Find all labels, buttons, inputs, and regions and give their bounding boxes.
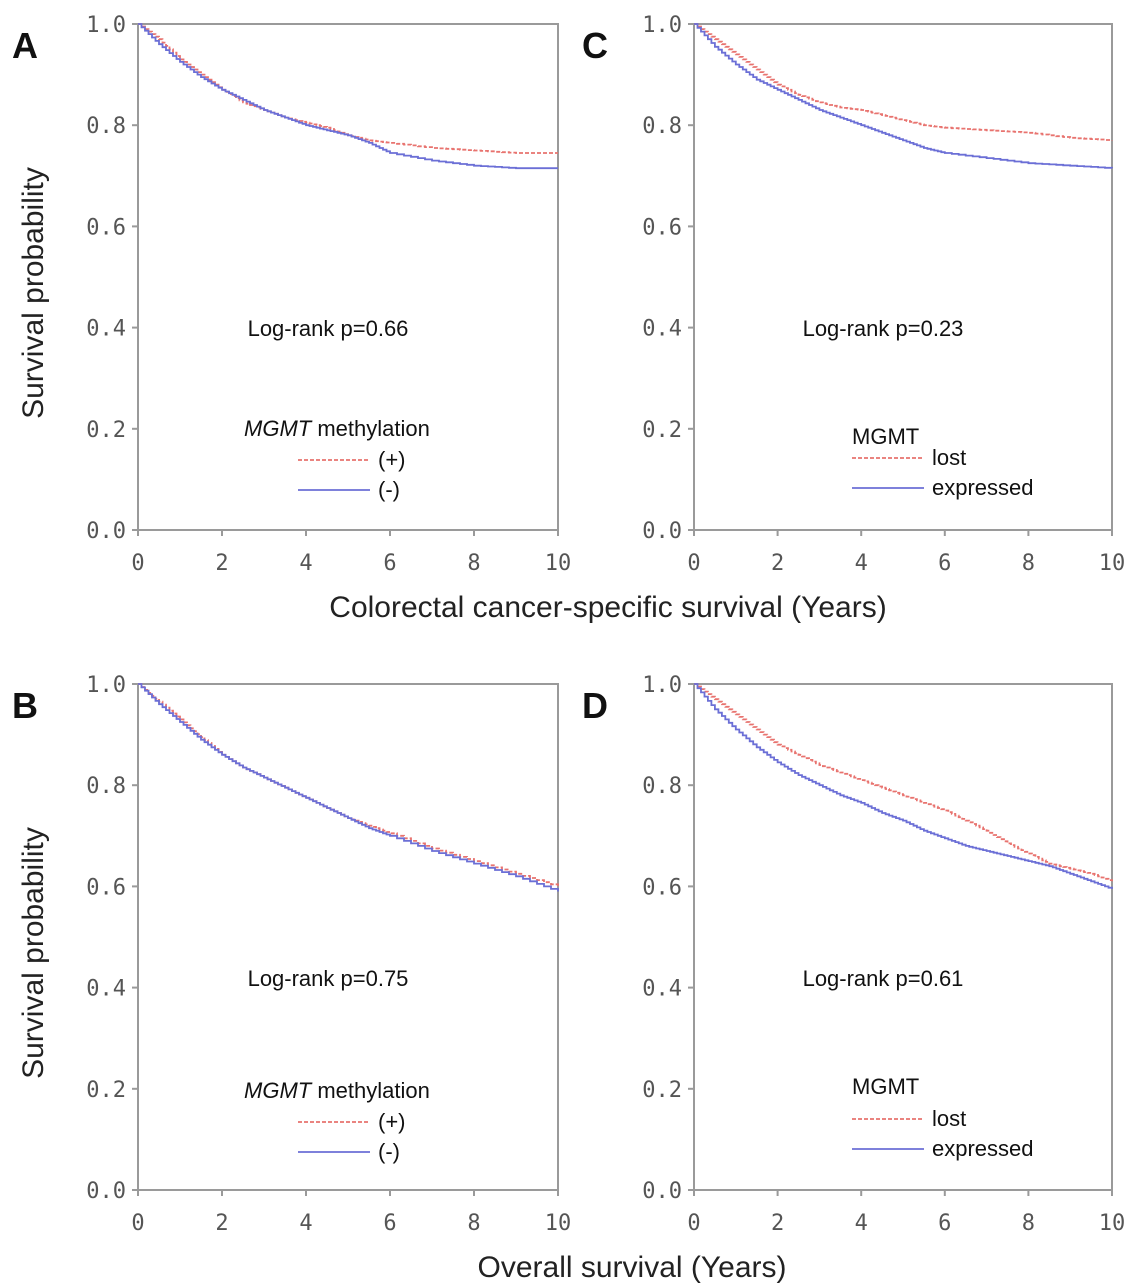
y-tick-label: 0.2: [642, 418, 682, 443]
x-tick-label: 0: [131, 551, 144, 576]
x-tick-label: 6: [383, 1211, 396, 1236]
x-tick-label: 10: [1099, 551, 1126, 576]
x-tick-label: 6: [383, 551, 396, 576]
panel-d: D 0.0 0.2 0.4 0.6 0.8 1.0 0 2 4 6 8 10 Log-rank p=0.6…: [582, 673, 1125, 1236]
y-tick-label: 0.8: [86, 774, 126, 799]
panel-a: A 0.0 0.2 0.4 0.6 0.8 1.0 0 2 4 6 8 10 Log-rank p=0.6…: [12, 13, 571, 576]
legend-label: lost: [932, 445, 966, 470]
series-line-b: [138, 23, 558, 170]
y-tick-label: 0.6: [86, 215, 126, 240]
x-tick-label: 6: [938, 1211, 951, 1236]
y-tick-label: 0.4: [86, 317, 126, 342]
y-tick-label: 1.0: [642, 673, 682, 698]
series-line-a: [138, 683, 559, 887]
row-xlabel-bottom: Overall survival (Years): [478, 1251, 787, 1284]
legend-label: lost: [932, 1106, 966, 1131]
y-tick-label: 0.0: [642, 1179, 682, 1204]
legend-label: expressed: [932, 1136, 1034, 1161]
logrank-annotation: Log-rank p=0.23: [803, 316, 964, 341]
x-tick-label: 8: [1022, 551, 1035, 576]
panel-letter: B: [12, 685, 38, 726]
panel-b: B 0.0 0.2 0.4 0.6 0.8 1.0 0 2 4 6 8 10 Log-rank p=0.7…: [12, 673, 571, 1236]
plot-frame: [137, 23, 559, 531]
legend-label: (+): [378, 447, 406, 472]
legend-title: MGMT: [852, 424, 919, 449]
panel-letter: D: [582, 685, 608, 726]
legend-label: (-): [378, 477, 400, 502]
plot-frame: [693, 23, 1113, 531]
series-line-b: [694, 683, 1113, 889]
panels-layer: A 0.0 0.2 0.4 0.6 0.8 1.0 0 2 4 6 8 10 Log-rank p=0.6…: [12, 13, 1125, 1236]
y-tick-label: 0.8: [642, 114, 682, 139]
legend-label: expressed: [932, 475, 1034, 500]
y-tick-label: 0.2: [642, 1078, 682, 1103]
plot-frame: [693, 683, 1113, 1191]
y-tick-label: 0.8: [642, 774, 682, 799]
plot-frame: [137, 683, 559, 1191]
x-tick-label: 6: [938, 551, 951, 576]
series-line-b: [694, 23, 1113, 169]
x-tick-label: 4: [299, 1211, 312, 1236]
series-line-a: [694, 23, 1113, 141]
x-tick-label: 0: [687, 551, 700, 576]
x-tick-label: 4: [299, 551, 312, 576]
y-tick-label: 0.4: [642, 317, 682, 342]
y-tick-label: 1.0: [642, 13, 682, 38]
x-tick-label: 4: [855, 1211, 868, 1236]
x-tick-label: 10: [545, 1211, 572, 1236]
x-tick-label: 8: [467, 1211, 480, 1236]
x-tick-label: 4: [855, 551, 868, 576]
y-tick-label: 0.8: [86, 114, 126, 139]
y-tick-label: 0.6: [86, 875, 126, 900]
x-tick-label: 10: [1099, 1211, 1126, 1236]
x-tick-label: 0: [687, 1211, 700, 1236]
logrank-annotation: Log-rank p=0.66: [248, 316, 409, 341]
x-tick-label: 0: [131, 1211, 144, 1236]
y-tick-label: 0.4: [642, 977, 682, 1002]
y-tick-label: 0.2: [86, 1078, 126, 1103]
legend-label: (+): [378, 1109, 406, 1134]
panel-letter: C: [582, 25, 608, 66]
ylabel-top: Survival probability: [17, 167, 50, 419]
series-line-a: [138, 23, 558, 154]
x-tick-label: 8: [1022, 1211, 1035, 1236]
legend-title: MGMT methylation: [244, 416, 430, 441]
legend-label: (-): [378, 1139, 400, 1164]
y-tick-label: 0.0: [642, 519, 682, 544]
x-tick-label: 2: [771, 1211, 784, 1236]
series-line-a: [694, 683, 1113, 882]
y-tick-label: 0.0: [86, 519, 126, 544]
panel-letter: A: [12, 25, 38, 66]
legend-title: MGMT: [852, 1074, 919, 1099]
x-tick-label: 2: [215, 1211, 228, 1236]
y-tick-label: 0.6: [642, 215, 682, 240]
x-tick-label: 2: [771, 551, 784, 576]
logrank-annotation: Log-rank p=0.61: [803, 966, 964, 991]
x-tick-label: 2: [215, 551, 228, 576]
x-tick-label: 10: [545, 551, 572, 576]
logrank-annotation: Log-rank p=0.75: [248, 966, 409, 991]
panel-c: C 0.0 0.2 0.4 0.6 0.8 1.0 0 2 4 6 8 10 Log-rank p=0.2…: [582, 13, 1125, 576]
ylabel-bottom: Survival probability: [17, 827, 50, 1079]
y-tick-label: 1.0: [86, 13, 126, 38]
y-tick-label: 0.6: [642, 875, 682, 900]
y-tick-label: 0.2: [86, 418, 126, 443]
y-tick-label: 0.4: [86, 977, 126, 1002]
series-line-b: [138, 683, 559, 892]
legend-title: MGMT methylation: [244, 1078, 430, 1103]
y-tick-label: 0.0: [86, 1179, 126, 1204]
x-tick-label: 8: [467, 551, 480, 576]
row-xlabel-top: Colorectal cancer-specific survival (Yea…: [329, 591, 886, 624]
y-tick-label: 1.0: [86, 673, 126, 698]
